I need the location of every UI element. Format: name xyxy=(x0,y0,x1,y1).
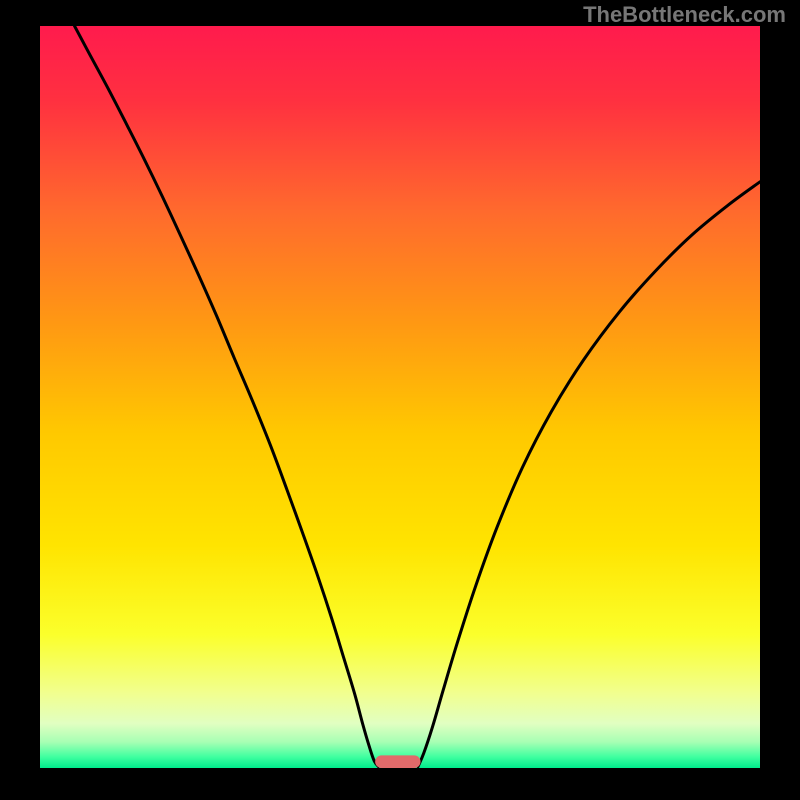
chart-svg xyxy=(0,0,800,800)
bottom-pill xyxy=(375,755,420,768)
chart-gradient-background xyxy=(40,26,760,768)
watermark-text: TheBottleneck.com xyxy=(583,2,786,28)
